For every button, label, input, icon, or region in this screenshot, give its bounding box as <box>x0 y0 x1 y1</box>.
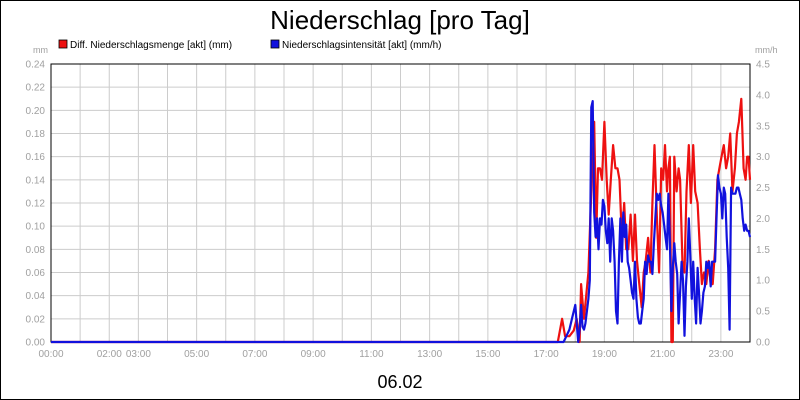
chart-title: Niederschlag [pro Tag] <box>270 5 530 35</box>
legend-swatch <box>270 39 280 49</box>
series-line-1 <box>51 97 752 344</box>
y-left-tick-label: 0.10 <box>26 222 46 233</box>
y-right-tick-label: 1.5 <box>756 245 770 256</box>
date-label: 06.02 <box>377 372 422 392</box>
x-tick-label: 03:00 <box>126 349 151 360</box>
y-right-unit: mm/h <box>755 45 778 55</box>
x-tick-label: 09:00 <box>301 349 326 360</box>
legend-swatch <box>58 39 68 49</box>
data-series <box>51 97 752 344</box>
x-tick-label: 13:00 <box>417 349 442 360</box>
x-tick-label: 19:00 <box>592 349 617 360</box>
y-left-tick-label: 0.16 <box>26 152 46 163</box>
x-tick-label: 15:00 <box>475 349 500 360</box>
y-left-tick-label: 0.20 <box>26 106 46 117</box>
legend-label: Diff. Niederschlagsmenge [akt] (mm) <box>70 40 232 51</box>
grid <box>50 63 751 343</box>
x-tick-label: 00:00 <box>38 349 63 360</box>
x-tick-label: 21:00 <box>650 349 675 360</box>
y-right-tick-label: 2.0 <box>756 214 770 225</box>
x-tick-label: 17:00 <box>534 349 559 360</box>
y-left-tick-label: 0.14 <box>26 175 46 186</box>
x-tick-label: 05:00 <box>184 349 209 360</box>
y-right-tick-label: 4.5 <box>756 60 770 71</box>
y-left-tick-label: 0.06 <box>26 268 46 279</box>
y-left-tick-label: 0.00 <box>26 338 46 349</box>
y-left-tick-label: 0.12 <box>26 199 46 210</box>
x-tick-label: 02:00 <box>97 349 122 360</box>
y-left-unit: mm <box>33 45 48 55</box>
y-left-tick-label: 0.22 <box>26 83 46 94</box>
legend-label: Niederschlagsintensität [akt] (mm/h) <box>282 40 442 51</box>
y-left-tick-label: 0.24 <box>26 60 46 71</box>
y-right-tick-label: 4.0 <box>756 90 770 101</box>
y-right-tick-label: 0.5 <box>756 307 770 318</box>
legend: Diff. Niederschlagsmenge [akt] (mm) Niede… <box>58 39 442 51</box>
y-left-tick-label: 0.18 <box>26 129 46 140</box>
axis-ticks: 0.00 0.02 0.04 0.06 0.08 0.10 0.12 0.14 0.16 0.18… <box>26 60 771 361</box>
y-left-tick-label: 0.02 <box>26 314 46 325</box>
y-right-tick-label: 2.5 <box>756 183 770 194</box>
x-tick-label: 11:00 <box>359 349 384 360</box>
x-tick-label: 23:00 <box>708 349 733 360</box>
y-right-tick-label: 3.5 <box>756 121 770 132</box>
y-right-tick-label: 0.0 <box>756 338 770 349</box>
y-left-tick-label: 0.04 <box>26 291 46 302</box>
y-left-tick-label: 0.08 <box>26 245 46 256</box>
series-line-2 <box>51 99 752 344</box>
x-tick-label: 07:00 <box>242 349 267 360</box>
y-right-tick-label: 3.0 <box>756 152 770 163</box>
y-right-tick-label: 1.0 <box>756 276 770 287</box>
